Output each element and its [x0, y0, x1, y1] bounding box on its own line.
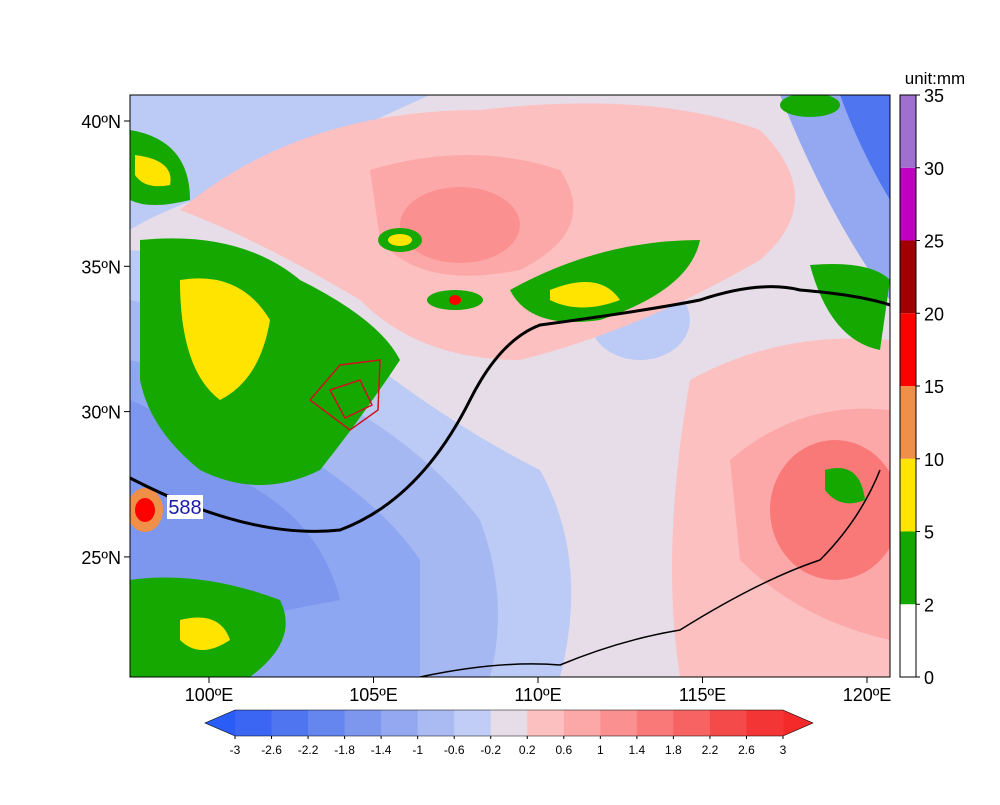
- colorbar-segment: [527, 710, 565, 736]
- lat-label: 35ºN: [81, 257, 121, 277]
- colorbar-segment: [746, 710, 784, 736]
- colorbar-label: -1.8: [334, 743, 355, 757]
- colorbar-label: -2.2: [298, 743, 319, 757]
- colorbar-segment: [636, 710, 674, 736]
- colorbar-segment: [235, 710, 273, 736]
- colorbar-arrow: [205, 710, 235, 736]
- colorbar-label: 1: [597, 743, 604, 757]
- contour-label-box: [167, 495, 203, 519]
- colorbar-label: 1.4: [629, 743, 646, 757]
- lon-label: 110ºE: [514, 685, 561, 705]
- colorbar-unit: unit:mm: [905, 69, 965, 88]
- map-frame: [129, 94, 891, 678]
- colorbar-segment: [454, 710, 492, 736]
- colorbar-segment: [900, 313, 916, 386]
- colorbar-segment: [900, 604, 916, 677]
- lat-label: 25ºN: [81, 548, 121, 568]
- colorbar-segment: [900, 167, 916, 241]
- colorbar-segment: [673, 710, 711, 736]
- lat-label: 40ºN: [81, 112, 121, 132]
- contour-label: 588: [168, 497, 201, 519]
- colorbar-segment: [900, 240, 916, 314]
- lat-label: 30ºN: [81, 403, 121, 423]
- colorbar-segment: [900, 531, 916, 605]
- colorbar-label: 3: [780, 743, 787, 757]
- colorbar-segment: [490, 710, 528, 736]
- lon-label: 100ºE: [185, 685, 234, 705]
- colorbar-label: 2: [924, 595, 934, 615]
- colorbar-label: 2.2: [702, 743, 719, 757]
- colorbar-label: -1: [412, 743, 423, 757]
- colorbar-segment: [900, 458, 916, 532]
- colorbar-segment: [600, 710, 638, 736]
- lat-axis: 40ºN 35ºN 30ºN 25ºN: [81, 112, 130, 568]
- lon-label: 105ºE: [349, 685, 398, 705]
- colorbar-label: 25: [924, 232, 944, 252]
- colorbar-label: -3: [230, 743, 241, 757]
- colorbar-label: 1.8: [665, 743, 682, 757]
- colorbar-label: 30: [924, 159, 944, 179]
- colorbar-label: 5: [924, 523, 934, 543]
- colorbar-segment: [709, 710, 747, 736]
- colorbar-label: 15: [924, 377, 944, 397]
- anomaly-colorbar: -3 -2.6 -2.2 -1.8 -1.4 -1 -0.6 -0.2 0.2 0.6 1 1.4 1.…: [204, 709, 814, 757]
- colorbar-label: 10: [924, 450, 944, 470]
- colorbar-segment: [271, 710, 309, 736]
- colorbar-arrow: [783, 710, 813, 736]
- colorbar-label: 2.6: [738, 743, 755, 757]
- colorbar-label: -1.4: [371, 743, 392, 757]
- lon-axis: 100ºE 105ºE 110ºE 115ºE 120ºE: [185, 677, 892, 705]
- colorbar-label: 0.6: [555, 743, 572, 757]
- colorbar-label: 0: [924, 668, 934, 688]
- colorbar-label: -2.6: [261, 743, 282, 757]
- colorbar-segment: [417, 710, 455, 736]
- colorbar-segment: [900, 95, 916, 168]
- colorbar-segment: [563, 710, 601, 736]
- colorbar-segment: [381, 710, 419, 736]
- colorbar-label: -0.2: [480, 743, 501, 757]
- colorbar-segment: [308, 710, 346, 736]
- colorbar-label: 20: [924, 304, 944, 324]
- colorbar-segment: [900, 386, 916, 459]
- colorbar-segment: [344, 710, 382, 736]
- lon-label: 115ºE: [679, 685, 726, 705]
- colorbar-label: -0.6: [444, 743, 465, 757]
- map-field: [130, 95, 890, 677]
- colorbar-label: 35: [924, 86, 944, 106]
- lon-label: 120ºE: [843, 685, 892, 705]
- colorbar-label: 0.2: [519, 743, 536, 757]
